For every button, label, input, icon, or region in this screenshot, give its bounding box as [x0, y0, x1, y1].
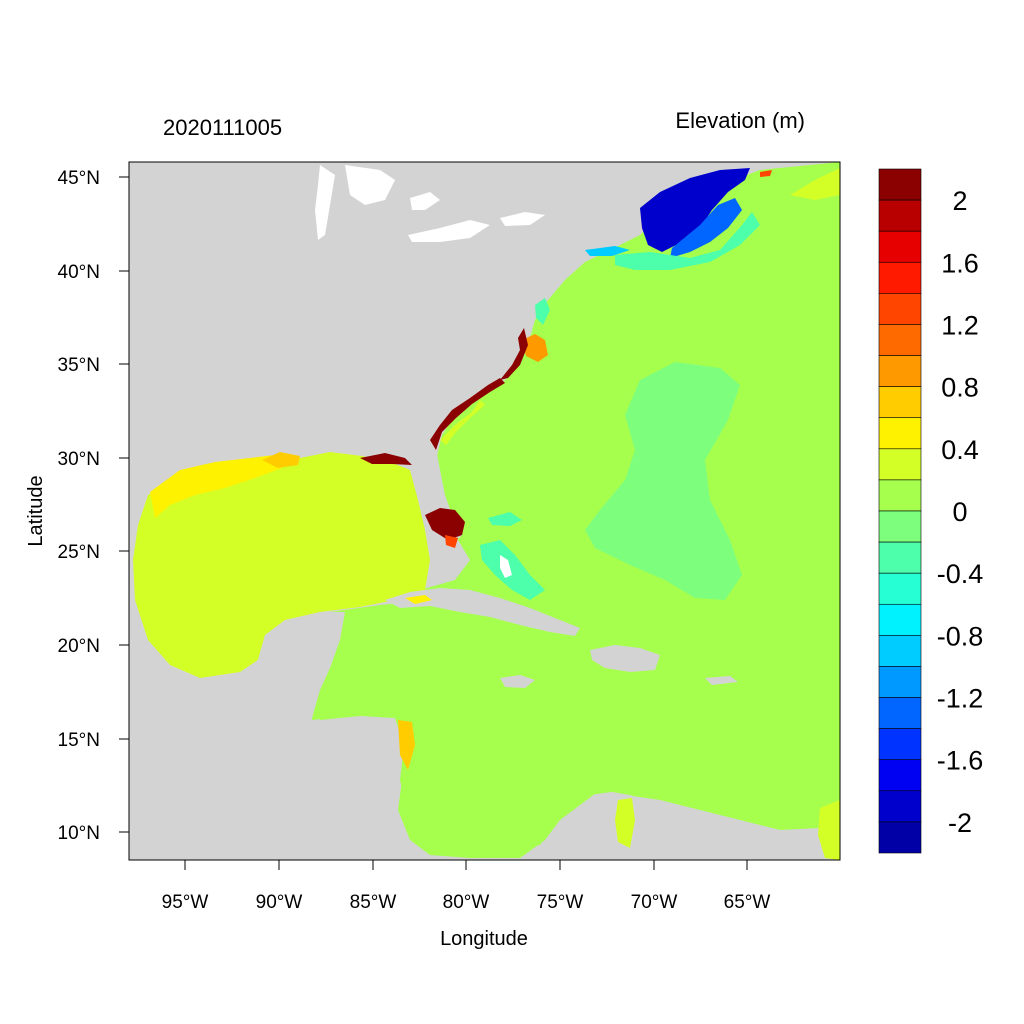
florida-keys-high	[445, 535, 458, 548]
colorbar-swatch	[878, 635, 922, 667]
x-tick-label: 90°W	[256, 892, 303, 913]
colorbar-swatch	[878, 168, 922, 201]
colorbar-swatch	[878, 261, 922, 294]
y-tick-label: 45°N	[58, 168, 100, 189]
x-tick-label: 85°W	[350, 892, 397, 913]
colorbar-label: -0.4	[937, 559, 984, 589]
y-tick-label: 30°N	[58, 449, 100, 470]
venezuela-coast-high	[615, 798, 635, 848]
jamaica-land	[500, 675, 535, 688]
colorbar-swatch	[878, 821, 922, 854]
gulf-of-maine-mid	[670, 198, 742, 258]
y-axis-title: Latitude	[25, 475, 47, 546]
pamlico-sound-high	[522, 334, 548, 362]
carolina-coast-high	[500, 328, 528, 380]
cuba-land	[385, 588, 580, 636]
south-florida-high	[425, 508, 465, 540]
chesapeake-low	[535, 298, 550, 325]
colorbar-label: -1.6	[937, 746, 984, 776]
colorbar-label: 0.8	[941, 373, 979, 403]
louisiana-coast-high	[262, 452, 300, 468]
x-tick-label: 70°W	[631, 892, 678, 913]
long-island-sound-low	[585, 246, 630, 256]
y-tick-label: 25°N	[58, 542, 100, 563]
gulf-of-maine-low	[640, 168, 750, 252]
yucatan-land	[129, 612, 345, 722]
colorbar-swatch	[878, 603, 922, 636]
y-tick-label: 40°N	[58, 262, 100, 283]
y-axis	[119, 176, 129, 833]
hispaniola-land	[590, 645, 660, 672]
x-tick-label: 65°W	[724, 892, 771, 913]
colorbar-label: -1.2	[937, 684, 984, 714]
colorbar-swatch	[878, 572, 922, 605]
bahamas-bank-low-north	[488, 512, 522, 526]
southeast-coast-high	[430, 378, 505, 450]
x-axis-title: Longitude	[440, 928, 528, 950]
colorbar-label: 0.4	[941, 435, 979, 465]
map-plot-area	[129, 162, 840, 860]
colorbar-swatch	[878, 541, 922, 574]
plot-border	[128, 161, 841, 861]
gulf-of-maine-edge	[615, 212, 760, 270]
x-axis	[184, 860, 748, 870]
colorbar-swatch	[878, 386, 922, 419]
colorbar-swatch	[878, 417, 922, 450]
x-tick-label: 75°W	[537, 892, 584, 913]
plot-title-date: 2020111005	[163, 115, 282, 140]
great-lakes	[315, 165, 545, 242]
y-tick-label: 10°N	[58, 823, 100, 844]
bahamas-island	[500, 555, 512, 578]
central-america-land	[129, 718, 430, 860]
caribbean-sea	[315, 600, 820, 850]
colorbar-label: -0.8	[937, 621, 984, 651]
nicaragua-coast-high	[398, 720, 415, 770]
puerto-rico-land	[705, 676, 738, 685]
colorbar-swatch	[878, 697, 922, 729]
colorbar-swatch	[878, 510, 922, 543]
northern-gulf-coast-high	[150, 455, 282, 518]
colorbar-swatch	[878, 666, 922, 698]
colorbar-label: 1.2	[941, 310, 979, 340]
colorbar-label: 0	[952, 497, 967, 527]
bay-of-fundy-high	[760, 170, 772, 177]
nova-scotia-high	[790, 168, 840, 200]
north-florida-coast-high	[360, 453, 412, 465]
colorbar-swatch	[878, 293, 922, 325]
colorbar-label: 1.6	[941, 248, 979, 278]
colorbar-label: -2	[948, 808, 972, 838]
x-tick-labels: 95°W 90°W 85°W 80°W 75°W 70°W 65°W	[162, 892, 771, 913]
northeast-florida-coast	[440, 400, 485, 445]
colorbar-swatch	[878, 728, 922, 761]
colorbar-swatch	[878, 324, 922, 356]
central-atlantic-depression	[585, 362, 742, 600]
y-tick-label: 15°N	[58, 730, 100, 751]
lesser-antilles-high	[818, 800, 840, 860]
colorbar-swatch	[878, 355, 922, 387]
colorbar-swatch	[878, 230, 922, 263]
gulf-of-mexico	[133, 452, 430, 678]
y-tick-label: 20°N	[58, 636, 100, 657]
y-tick-labels: 45°N 40°N 35°N 30°N 25°N 20°N 15°N 10°N	[58, 168, 100, 844]
colorbar-swatch	[878, 199, 922, 232]
cuba-south-high	[405, 595, 432, 604]
south-america-land	[540, 795, 840, 860]
colorbar-label: 2	[952, 186, 967, 216]
bahamas-bank-low	[480, 540, 545, 600]
colorbar-swatch	[878, 479, 922, 512]
colorbar-swatch	[878, 790, 922, 823]
x-tick-label: 80°W	[443, 892, 490, 913]
colorbar: 2 1.6 1.2 0.8 0.4 0 -0.4 -0.8 -1.2 -1.6 -2	[878, 168, 984, 854]
colorbar-swatch	[878, 759, 922, 792]
plot-title-variable: Elevation (m)	[675, 108, 805, 133]
x-tick-label: 95°W	[162, 892, 209, 913]
y-tick-label: 35°N	[58, 355, 100, 376]
colorbar-swatch	[878, 448, 922, 481]
